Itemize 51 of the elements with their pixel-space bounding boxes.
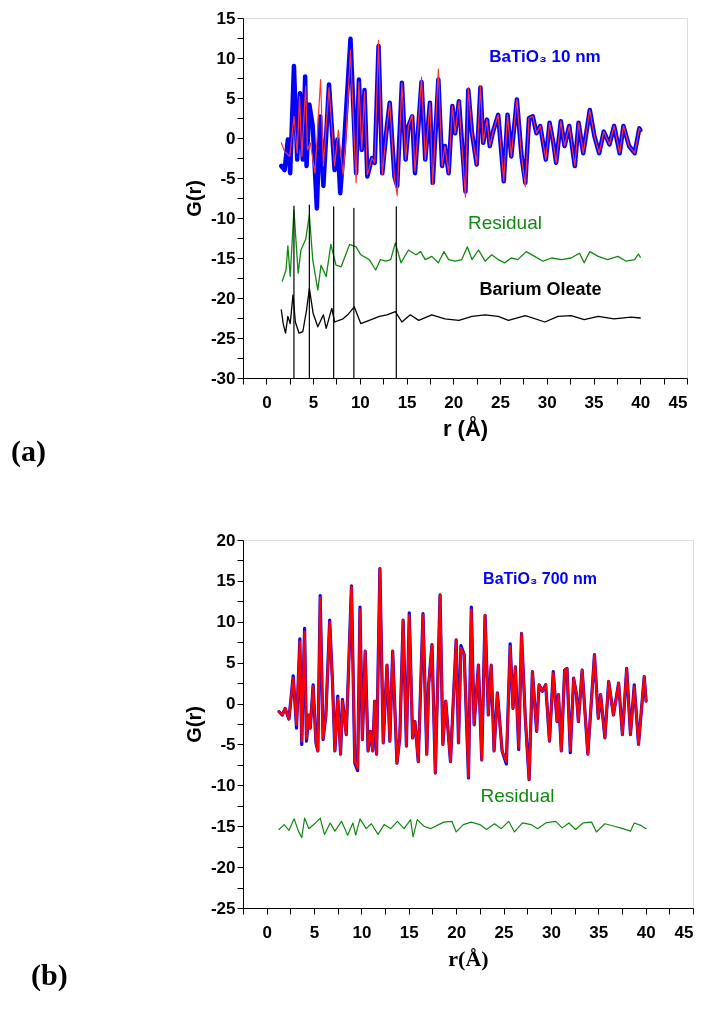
y-tick-label: 0 bbox=[226, 694, 236, 714]
text: (b) bbox=[31, 958, 68, 992]
series-label: Residual bbox=[467, 211, 542, 233]
x-tick-label: 15 bbox=[397, 392, 417, 412]
y-axis-title: G(r) bbox=[182, 706, 205, 743]
x-tick-label: 20 bbox=[444, 392, 464, 412]
x-tick-label: 5 bbox=[309, 922, 320, 942]
y-tick-label: -10 bbox=[210, 208, 236, 228]
series-label: Residual bbox=[480, 785, 555, 807]
y-tick-label: -15 bbox=[210, 248, 236, 268]
x-tick-label: 25 bbox=[494, 922, 514, 942]
y-tick-label: -30 bbox=[210, 368, 236, 388]
y-axis-title: G(r) bbox=[182, 180, 205, 217]
x-tick-label: 45 bbox=[668, 392, 688, 412]
x-tick-label: 0 bbox=[262, 922, 272, 942]
x-tick-label: 45 bbox=[674, 922, 694, 942]
x-tick-label: 10 bbox=[352, 922, 372, 942]
y-tick-label: 0 bbox=[226, 128, 236, 148]
y-tick-label: -20 bbox=[210, 857, 236, 877]
x-tick-label: 30 bbox=[541, 922, 561, 942]
x-tick-label: 40 bbox=[636, 922, 656, 942]
x-tick-label: 15 bbox=[399, 922, 419, 942]
x-tick-label: 35 bbox=[584, 392, 604, 412]
y-tick-label: 15 bbox=[216, 8, 236, 28]
series-label: BaTiO₃ 700 nm bbox=[483, 570, 597, 588]
x-axis-title: r (Å) bbox=[442, 414, 489, 441]
x-tick-label: 40 bbox=[631, 392, 651, 412]
series-label: Barium Oleate bbox=[479, 278, 602, 299]
x-tick-label: 0 bbox=[262, 392, 272, 412]
y-tick-label: 15 bbox=[216, 571, 236, 591]
x-tick-label: 20 bbox=[447, 922, 467, 942]
x-axis-title: r(Å) bbox=[448, 945, 489, 971]
y-tick-label: -5 bbox=[220, 734, 236, 754]
y-tick-label: 5 bbox=[226, 653, 236, 673]
y-tick-label: 20 bbox=[216, 530, 236, 550]
x-tick-label: 30 bbox=[537, 392, 557, 412]
x-tick-label: 10 bbox=[350, 392, 370, 412]
y-tick-label: -10 bbox=[210, 775, 236, 795]
y-tick-label: 10 bbox=[216, 48, 236, 68]
x-tick-label: 5 bbox=[308, 392, 319, 412]
y-tick-label: 10 bbox=[216, 612, 236, 632]
series-label: BaTiO₃ 10 nm bbox=[489, 46, 601, 66]
x-tick-label: 25 bbox=[491, 392, 511, 412]
y-tick-label: -20 bbox=[210, 288, 236, 308]
x-tick-label: 35 bbox=[589, 922, 609, 942]
y-tick-label: 5 bbox=[226, 88, 236, 108]
y-tick-label: -15 bbox=[210, 816, 236, 836]
y-tick-label: -25 bbox=[210, 328, 236, 348]
text: (a) bbox=[11, 434, 46, 468]
y-tick-label: -25 bbox=[210, 898, 236, 918]
y-tick-label: -5 bbox=[220, 168, 236, 188]
